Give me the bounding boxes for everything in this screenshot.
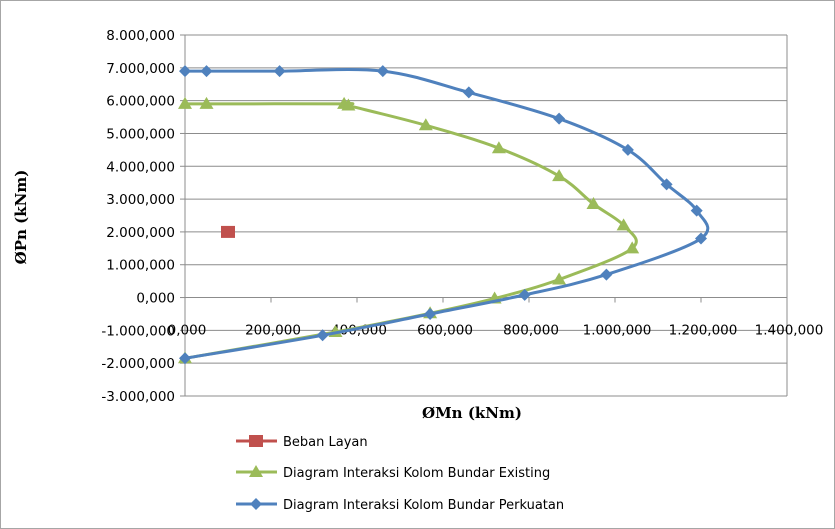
x-axis-title: ØMn (kNm) [422,404,522,422]
data-point [518,288,531,301]
data-point [424,307,437,320]
y-tick-label: 7.000,000 [106,61,175,77]
data-point [341,98,356,111]
legend-label: Diagram Interaksi Kolom Bundar Existing [283,466,550,481]
data-point [552,169,567,182]
y-tick-label: 0,000 [136,291,175,307]
data-point [376,65,389,78]
data-point [695,232,707,245]
data-point [200,65,213,78]
y-tick-label: 5.000,000 [106,126,175,142]
y-tick-label: -2.000,000 [101,356,175,372]
y-tick-label: 8.000,000 [106,28,175,44]
data-point [273,65,286,78]
x-tick-label: 1.000,000 [583,323,652,339]
y-tick-label: 1.000,000 [106,258,175,274]
y-tick-label: 3.000,000 [106,192,175,208]
y-tick-label: -1.000,000 [101,323,175,339]
legend-label: Diagram Interaksi Kolom Bundar Perkuatan [283,498,564,513]
data-point [552,272,567,285]
data-point [586,197,601,210]
data-point [199,96,214,109]
legend-item: Beban Layan [236,435,368,450]
series-0 [221,225,235,238]
legend-label: Beban Layan [283,435,368,450]
y-tick-label: 6.000,000 [106,94,175,110]
y-tick-label: -3.000,000 [101,389,175,405]
data-point [600,268,613,281]
data-point [179,352,191,365]
y-axis-title: ØPn (kNm) [12,170,30,265]
y-tick-label: 4.000,000 [106,159,175,175]
data-point [491,141,506,154]
legend-marker [250,498,262,510]
series-line [184,68,710,360]
data-point [418,118,433,131]
x-tick-labels: 0,000 200,000 400,000 600,000 800,000 1.000,0… [168,323,824,339]
data-point [690,204,703,217]
legend-marker [249,435,263,447]
series-layer [178,65,710,365]
data-point [179,65,191,78]
legend-item: Diagram Interaksi Kolom Bundar Perkuatan [236,498,564,513]
y-tick-label: 2.000,000 [106,225,175,241]
x-tick-label: 0,000 [168,323,207,339]
data-point [553,112,566,125]
data-point [178,96,192,109]
series-2 [179,65,710,365]
axes [180,34,788,397]
legend-marker [249,465,263,477]
x-tick-label: 200,000 [245,323,301,339]
legend: Beban Layan Diagram Interaksi Kolom Bunda… [236,435,564,513]
data-point [221,225,235,238]
x-tick-label: 1.200,000 [669,323,738,339]
legend-item: Diagram Interaksi Kolom Bundar Existing [236,465,550,481]
x-tick-label: 800,000 [503,323,559,339]
series-line [184,102,638,360]
data-point [462,86,475,99]
data-point [621,143,634,156]
x-tick-label: 600,000 [417,323,473,339]
data-point [316,329,329,342]
x-tick-label: 1.400,000 [755,323,824,339]
data-point [660,178,673,191]
data-point [625,241,640,254]
data-point [616,218,631,231]
y-tick-labels: 8.000,000 7.000,000 6.000,000 5.000,000 4.00… [101,28,175,405]
